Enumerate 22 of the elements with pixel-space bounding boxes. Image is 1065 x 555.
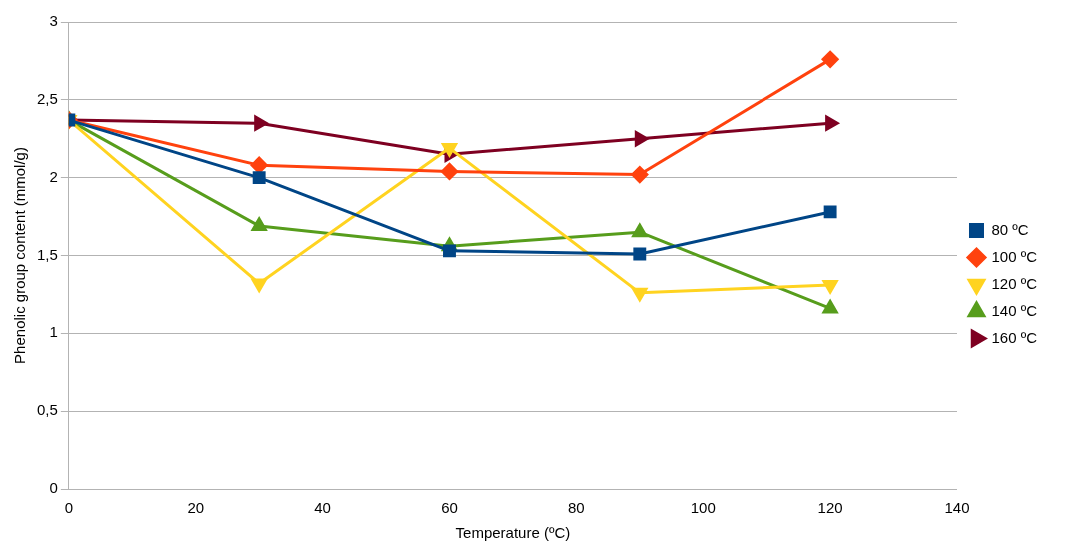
- x-tick-label: 0: [64, 499, 74, 517]
- y-tick-label: 3: [49, 12, 58, 30]
- legend-label: 160 ºC: [991, 328, 1038, 346]
- y-tick-label: 1,5: [36, 245, 58, 263]
- x-tick-label: 120: [817, 499, 843, 517]
- y-tick-label: 2: [49, 167, 58, 185]
- y-tick-label: 1: [49, 323, 58, 341]
- y-tick-label: 2,5: [36, 89, 58, 107]
- x-tick-label: 20: [187, 499, 205, 517]
- x-tick-label: 60: [441, 499, 458, 517]
- x-tick-label: 100: [690, 499, 716, 517]
- y-axis-title: Phenolic group content (mmol/g): [11, 147, 29, 364]
- x-tick-label: 40: [314, 499, 331, 517]
- legend-label: 80 ºC: [991, 220, 1029, 238]
- x-axis-title: Temperature (ºC): [455, 524, 571, 542]
- x-tick-label: 80: [568, 499, 585, 517]
- y-tick-label: 0: [49, 479, 58, 497]
- legend-label: 120 ºC: [991, 274, 1038, 292]
- y-tick-label: 0,5: [36, 401, 58, 419]
- legend-label: 140 ºC: [991, 301, 1038, 319]
- x-tick-label: 140: [944, 499, 970, 517]
- legend-label: 100 ºC: [991, 247, 1038, 265]
